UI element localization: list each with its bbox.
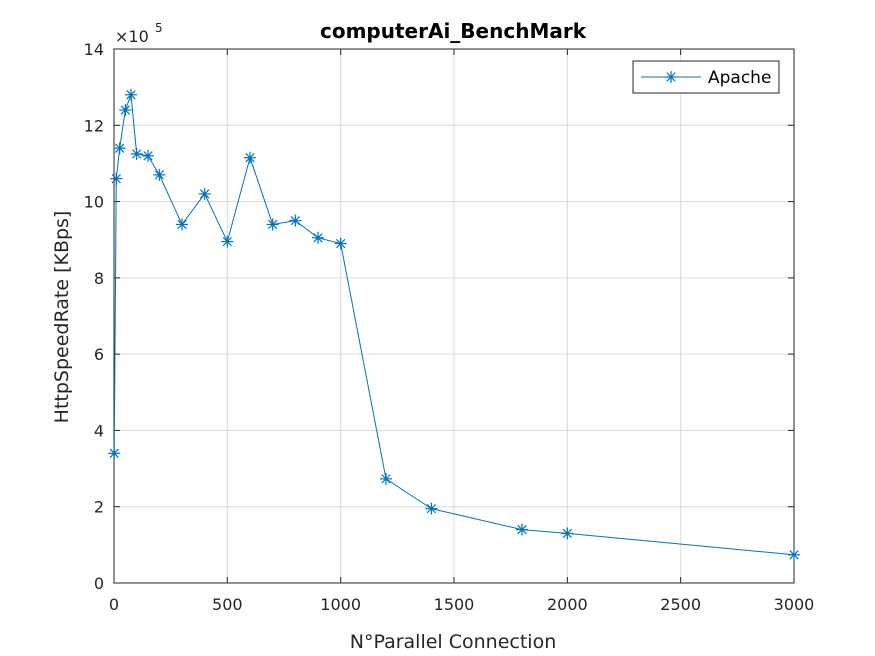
y-tick-label: 2 [94, 498, 104, 517]
data-point [221, 235, 234, 248]
legend-marker-asterisk [665, 71, 677, 83]
y-tick-label: 10 [84, 193, 104, 212]
data-point [380, 472, 392, 485]
data-point [334, 237, 347, 250]
y-tick-labels: 0 2 4 6 8 10 12 14 [84, 40, 104, 593]
data-point [125, 88, 137, 101]
data-point [130, 147, 143, 160]
x-tick-label: 2000 [547, 595, 588, 614]
series-layer [108, 88, 800, 561]
data-point [561, 527, 574, 540]
data-point [289, 214, 302, 227]
chart-title: computerAi_BenchMark [320, 19, 587, 43]
data-point [119, 104, 132, 117]
y-tick-label: 12 [84, 116, 104, 135]
legend: Apache [632, 60, 780, 94]
y-tick-label: 6 [94, 345, 104, 364]
x-tick-label: 500 [212, 595, 243, 614]
axis-ticks [113, 48, 795, 584]
data-point [312, 231, 324, 244]
x-tick-labels: 0 500 1000 1500 2000 2500 3000 [109, 595, 814, 614]
data-point [425, 502, 438, 515]
data-point [153, 168, 166, 181]
x-tick-label: 2500 [660, 595, 701, 614]
y-exponent-power: 5 [155, 21, 163, 35]
x-tick-label: 0 [109, 595, 119, 614]
y-tick-label: 14 [84, 40, 104, 59]
data-point [198, 187, 211, 200]
data-point [142, 149, 154, 162]
y-tick-label: 8 [94, 269, 104, 288]
x-tick-label: 3000 [774, 595, 815, 614]
y-exponent-base: ×10 [115, 27, 149, 46]
data-point [516, 523, 528, 536]
data-point [113, 142, 126, 155]
data-point [108, 447, 121, 460]
y-tick-label: 0 [94, 574, 104, 593]
data-point [176, 218, 188, 231]
x-axis-label: N°Parallel Connection [350, 631, 557, 653]
y-tick-label: 4 [94, 421, 104, 440]
x-tick-label: 1500 [434, 595, 475, 614]
data-point [110, 172, 123, 185]
legend-label-apache: Apache [708, 68, 771, 88]
data-point [244, 151, 256, 164]
data-point [788, 548, 800, 561]
y-exponent: ×10 5 [115, 21, 163, 46]
legend-marker [665, 71, 677, 83]
data-point [266, 218, 279, 231]
y-axis-label: HttpSpeedRate [KBps] [51, 211, 73, 424]
x-tick-label: 1000 [320, 595, 361, 614]
